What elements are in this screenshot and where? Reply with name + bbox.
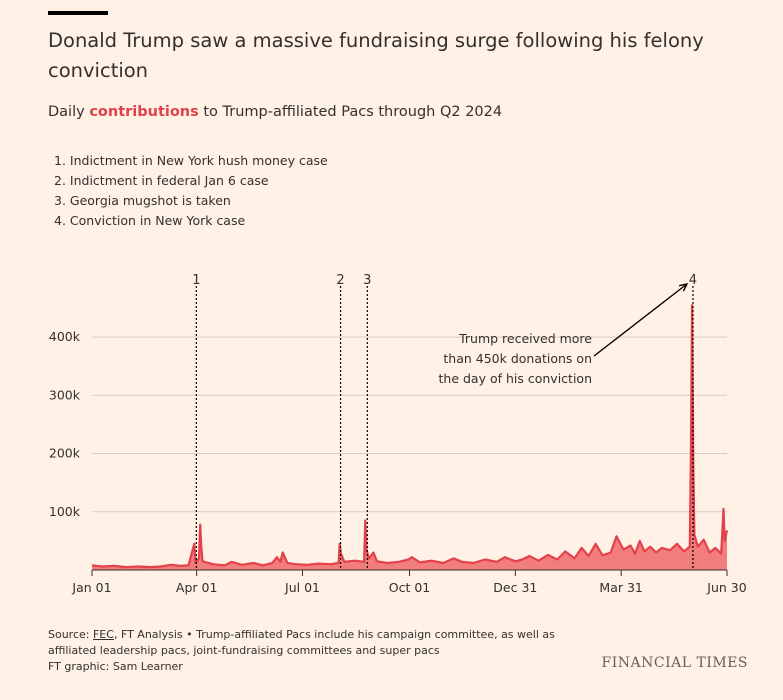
event-marker-label: 4 (689, 273, 697, 288)
brand-rule (48, 11, 108, 15)
x-tick-label: Jul 01 (284, 580, 320, 595)
x-tick-label: Apr 01 (176, 580, 218, 595)
contributions-area (92, 305, 727, 570)
y-tick-label: 300k (49, 387, 81, 402)
subtitle-suffix: to Trump-affiliated Pacs through Q2 2024 (198, 104, 503, 120)
source-link[interactable]: FEC (92, 628, 114, 641)
event-legend-item: 3. Georgia mugshot is taken (54, 193, 231, 208)
event-legend-item: 2. Indictment in federal Jan 6 case (54, 173, 269, 188)
x-tick-label: Jun 30 (706, 580, 746, 595)
x-tick-label: Jan 01 (71, 580, 111, 595)
chart-subtitle: Daily contributions to Trump-affiliated … (48, 104, 502, 120)
subtitle-prefix: Daily (48, 104, 90, 120)
x-tick-label: Oct 01 (389, 580, 431, 595)
event-legend-item: 4. Conviction in New York case (54, 213, 246, 228)
event-marker-label: 2 (336, 273, 344, 288)
event-marker-label: 3 (363, 273, 371, 288)
annotation-arrow (593, 283, 688, 357)
graphic-credit: FT graphic: Sam Learner (48, 660, 183, 673)
annotation-text: the day of his conviction (439, 371, 593, 386)
event-marker-label: 1 (192, 273, 200, 288)
annotation-text: Trump received more (458, 331, 592, 346)
subtitle-highlight: contributions (89, 104, 199, 120)
source-prefix: Source: (48, 628, 93, 641)
y-tick-label: 100k (49, 504, 81, 519)
x-tick-label: Dec 31 (493, 580, 537, 595)
event-legend-item: 1. Indictment in New York hush money cas… (54, 153, 328, 168)
annotation-text: than 450k donations on (443, 351, 592, 366)
event-legend: 1. Indictment in New York hush money cas… (54, 151, 328, 231)
y-tick-label: 200k (49, 446, 81, 461)
source-note: Source: FEC, FT Analysis • Trump-affilia… (48, 627, 568, 675)
annotation-arrowhead (678, 283, 689, 292)
contributions-line (91, 304, 729, 569)
chart-title: Donald Trump saw a massive fundraising s… (48, 29, 704, 82)
x-tick-label: Mar 31 (599, 580, 642, 595)
source-text: , FT Analysis • Trump-affiliated Pacs in… (48, 628, 555, 657)
ft-logo: FINANCIAL TIMES (601, 655, 748, 671)
y-tick-label: 400k (49, 329, 81, 344)
